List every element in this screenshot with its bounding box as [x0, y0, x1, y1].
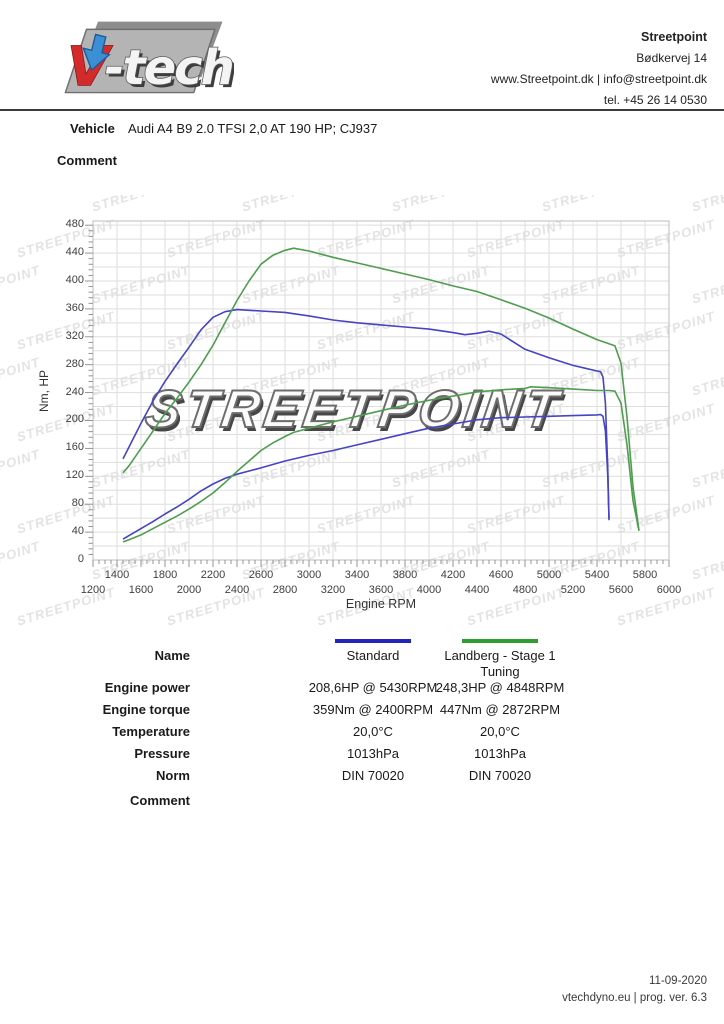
x-axis-title: Engine RPM — [345, 597, 417, 611]
legend-line-standard — [335, 639, 411, 643]
row-value-standard: 1013hPa — [346, 746, 400, 761]
footer-app-version: vtechdyno.eu | prog. ver. 6.3 — [562, 992, 707, 1004]
tick-label: 0 — [77, 553, 84, 565]
tick-label: 480 — [65, 218, 84, 231]
tick-label: 5000 — [536, 569, 562, 581]
vehicle-value: Audi A4 B9 2.0 TFSI 2,0 AT 190 HP; CJ937 — [128, 121, 378, 136]
row-value-tuned: Landberg - Stage 1 Tuning — [444, 648, 556, 679]
tick-label: 1400 — [104, 569, 130, 581]
row-value-tuned: DIN 70020 — [468, 768, 532, 783]
tick-label: 40 — [71, 525, 84, 538]
tick-label: 1600 — [128, 584, 154, 596]
tick-label: 5600 — [608, 584, 634, 596]
row-value-tuned: 248,3HP @ 4848RPM — [435, 680, 565, 695]
tick-label: 2800 — [272, 584, 298, 596]
vtech-logo: V -tech -tech — [52, 14, 238, 106]
company-phone: tel. +45 26 14 0530 — [603, 93, 707, 107]
tick-label: 4400 — [464, 584, 490, 596]
plot-grid-svg — [85, 220, 670, 567]
tick-label: 400 — [65, 273, 84, 286]
row-value-tuned: 20,0°C — [480, 724, 520, 739]
tick-label: 320 — [65, 329, 84, 342]
tick-label: 80 — [71, 497, 84, 510]
company-block: Streetpoint Bødkervej 14 www.Streetpoint… — [491, 27, 707, 111]
tick-label: 360 — [65, 301, 84, 314]
row-value-standard: 208,6HP @ 5430RPM — [308, 680, 438, 695]
tick-label: 240 — [65, 385, 84, 398]
row-value-tuned: 447Nm @ 2872RPM — [439, 702, 561, 717]
logo-arrow-icon — [82, 33, 111, 72]
tick-label: 3200 — [320, 584, 346, 596]
tick-label: 4800 — [512, 584, 538, 596]
curves-svg — [122, 247, 640, 543]
tick-label: 6000 — [656, 584, 682, 596]
dyno-chart: STREETPOINT STREETPOINT STREETPOINT STREETP… — [0, 195, 724, 625]
tick-label: 1200 — [80, 584, 106, 596]
tick-label: 5800 — [632, 569, 658, 581]
row-label: Comment — [130, 793, 190, 808]
row-label: Engine power — [104, 680, 190, 695]
tick-label: 280 — [65, 357, 84, 370]
legend-line-tuned — [462, 639, 538, 643]
tick-label: 2200 — [200, 569, 226, 581]
vehicle-label: Vehicle — [70, 121, 115, 136]
footer-date: 11-09-2020 — [649, 975, 707, 987]
tick-label: 4600 — [488, 569, 514, 581]
tick-label: 4200 — [440, 569, 466, 581]
logo-rest-text: -tech — [105, 41, 233, 96]
row-value-tuned: 1013hPa — [473, 746, 527, 761]
row-label: Temperature — [112, 724, 190, 739]
tick-label: 3400 — [344, 569, 370, 581]
header-divider — [0, 109, 724, 111]
row-label: Norm — [156, 768, 190, 783]
company-web-email: www.Streetpoint.dk | info@streetpoint.dk — [490, 72, 707, 86]
tick-label: 2400 — [224, 584, 250, 596]
tick-label: 4000 — [416, 584, 442, 596]
tick-label: 2600 — [248, 569, 274, 581]
row-value-standard: Standard — [346, 648, 400, 663]
tick-label: 3000 — [296, 569, 322, 581]
row-label: Engine torque — [102, 702, 190, 717]
tick-label: 160 — [65, 441, 84, 454]
tick-label: 2000 — [176, 584, 202, 596]
company-name: Streetpoint — [641, 30, 707, 44]
tick-label: 3800 — [392, 569, 418, 581]
row-value-standard: DIN 70020 — [341, 768, 405, 783]
tick-label: 440 — [65, 246, 84, 259]
row-label: Pressure — [134, 746, 190, 761]
logo-rest-shadow: -tech — [108, 44, 234, 99]
tick-label: 120 — [65, 469, 84, 482]
tick-label: 3600 — [368, 584, 394, 596]
tick-label: 200 — [65, 413, 84, 426]
vtech-logo-graphic: V -tech -tech — [64, 21, 238, 99]
tick-label: 5200 — [560, 584, 586, 596]
company-address: Bødkervej 14 — [636, 51, 707, 65]
tick-label: 5400 — [584, 569, 610, 581]
row-label: Name — [154, 648, 190, 663]
tick-label: 1800 — [152, 569, 178, 581]
comment-label: Comment — [57, 153, 117, 168]
row-value-standard: 359Nm @ 2400RPM — [312, 702, 434, 717]
row-value-standard: 20,0°C — [353, 724, 393, 739]
